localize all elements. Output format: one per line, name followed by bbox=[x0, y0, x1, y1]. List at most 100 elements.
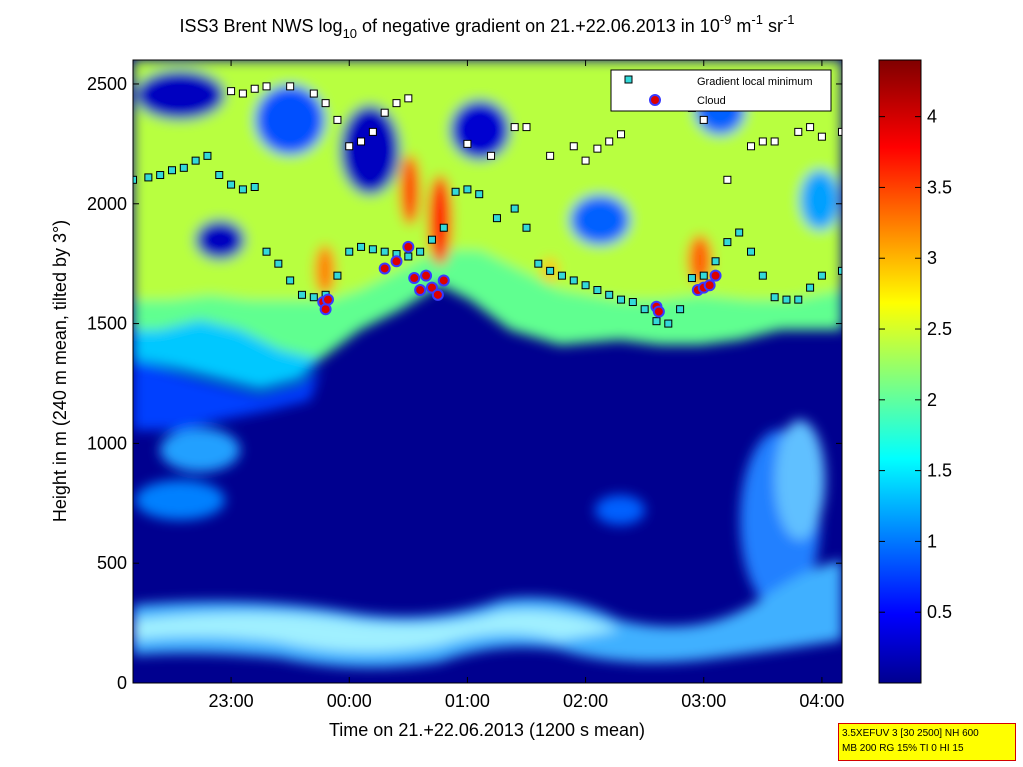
gradient-minimum-point bbox=[238, 185, 247, 194]
gradient-minimum-point bbox=[652, 317, 661, 326]
gradient-minimum-point bbox=[404, 94, 413, 103]
gradient-minimum-point bbox=[699, 115, 708, 124]
gradient-minimum-point bbox=[487, 151, 496, 160]
gradient-minimum-point bbox=[274, 259, 283, 268]
colorbar-tick-label: 4 bbox=[927, 107, 937, 127]
gradient-minimum-point bbox=[522, 123, 531, 132]
colorbar-tick-label: 2 bbox=[927, 390, 937, 410]
gradient-minimum-point bbox=[699, 271, 708, 280]
heatmap-area bbox=[133, 60, 842, 683]
gradient-minimum-point bbox=[357, 137, 366, 146]
legend-circle-icon bbox=[649, 94, 661, 106]
gradient-minimum-point bbox=[510, 123, 519, 132]
x-tick-label: 02:00 bbox=[563, 691, 608, 711]
gradient-minimum-point bbox=[215, 171, 224, 180]
gradient-minimum-point bbox=[427, 235, 436, 244]
y-tick-label: 2000 bbox=[87, 194, 127, 214]
gradient-minimum-point bbox=[522, 223, 531, 232]
cloud-point bbox=[437, 274, 450, 287]
gradient-minimum-point bbox=[747, 142, 756, 151]
cloud-point bbox=[390, 255, 403, 268]
x-axis-ticks: 23:00 00:00 01:00 02:00 03:00 04:00 bbox=[209, 60, 844, 711]
y-tick-label: 1500 bbox=[87, 314, 127, 334]
legend-entry-gradient: Gradient local minimum bbox=[697, 76, 813, 88]
colorbar-tick-label: 3 bbox=[927, 248, 937, 268]
gradient-minimum-point bbox=[238, 89, 247, 98]
gradient-minimum-point bbox=[250, 84, 259, 93]
x-axis-label: Time on 21.+22.06.2013 (1200 s mean) bbox=[329, 720, 645, 740]
gradient-minimum-point bbox=[286, 276, 295, 285]
x-tick-label: 03:00 bbox=[681, 691, 726, 711]
gradient-minimum-point bbox=[581, 156, 590, 165]
gradient-minimum-point bbox=[617, 130, 626, 139]
cloud-point bbox=[321, 293, 334, 306]
gradient-minimum-point bbox=[262, 82, 271, 91]
gradient-minimum-point bbox=[640, 305, 649, 314]
gradient-minimum-point bbox=[687, 274, 696, 283]
gradient-minimum-point bbox=[191, 156, 200, 165]
gradient-minimum-point bbox=[817, 132, 826, 141]
gradient-minimum-point bbox=[404, 252, 413, 261]
gradient-minimum-point bbox=[581, 281, 590, 290]
gradient-minimum-point bbox=[770, 293, 779, 302]
gradient-minimum-point bbox=[794, 127, 803, 136]
gradient-minimum-point bbox=[593, 144, 602, 153]
parameter-info-box: 3.5XEFUV 3 [30 2500] NH 600 MB 200 RG 15… bbox=[838, 723, 1016, 761]
x-tick-label: 00:00 bbox=[327, 691, 372, 711]
gradient-minimum-point bbox=[605, 137, 614, 146]
gradient-minimum-point bbox=[463, 185, 472, 194]
gradient-minimum-point bbox=[782, 295, 791, 304]
gradient-minimum-point bbox=[309, 89, 318, 98]
colorbar-tick-label: 1 bbox=[927, 531, 937, 551]
gradient-minimum-point bbox=[758, 137, 767, 146]
gradient-minimum-point bbox=[617, 295, 626, 304]
gradient-minimum-point bbox=[557, 271, 566, 280]
colorbar-tick-label: 3.5 bbox=[927, 177, 952, 197]
gradient-minimum-point bbox=[133, 175, 137, 184]
gradient-minimum-point bbox=[475, 190, 484, 199]
gradient-minimum-point bbox=[345, 142, 354, 151]
gradient-minimum-point bbox=[286, 82, 295, 91]
cloud-point bbox=[378, 262, 391, 275]
gradient-minimum-point bbox=[723, 175, 732, 184]
gradient-minimum-point bbox=[569, 276, 578, 285]
gradient-minimum-point bbox=[451, 187, 460, 196]
gradient-minimum-point bbox=[357, 242, 366, 251]
gradient-minimum-point bbox=[492, 214, 501, 223]
gradient-minimum-point bbox=[227, 87, 236, 96]
y-tick-label: 2500 bbox=[87, 74, 127, 94]
gradient-minimum-point bbox=[416, 247, 425, 256]
gradient-minimum-point bbox=[676, 305, 685, 314]
gradient-minimum-point bbox=[368, 127, 377, 136]
gradient-minimum-point bbox=[392, 99, 401, 108]
gradient-minimum-point bbox=[770, 137, 779, 146]
gradient-minimum-point bbox=[203, 151, 212, 160]
y-tick-label: 1000 bbox=[87, 433, 127, 453]
gradient-minimum-point bbox=[605, 290, 614, 299]
chart-title: ISS3 Brent NWS log10 of negative gradien… bbox=[179, 12, 794, 41]
gradient-minimum-point bbox=[439, 223, 448, 232]
cloud-point bbox=[703, 279, 716, 292]
gradient-minimum-point bbox=[156, 171, 165, 180]
colorbar-tick-label: 1.5 bbox=[927, 461, 952, 481]
gradient-minimum-point bbox=[593, 286, 602, 295]
gradient-minimum-point bbox=[463, 139, 472, 148]
info-line-2: MB 200 RG 15% TI 0 HI 15 bbox=[842, 743, 964, 754]
cloud-point bbox=[402, 240, 415, 253]
colorbar: 0.5 1 1.5 2 2.5 3 3.5 4 bbox=[878, 59, 952, 684]
x-tick-label: 23:00 bbox=[209, 691, 254, 711]
gradient-minimum-point bbox=[144, 173, 153, 182]
legend: Gradient local minimum Cloud bbox=[610, 69, 832, 112]
gradient-minimum-point bbox=[817, 271, 826, 280]
gradient-minimum-point bbox=[664, 319, 673, 328]
cloud-point bbox=[420, 269, 433, 282]
gradient-minimum-point bbox=[747, 247, 756, 256]
gradient-minimum-point bbox=[333, 271, 342, 280]
gradient-minimum-point bbox=[806, 123, 815, 132]
colorbar-tick-label: 2.5 bbox=[927, 319, 952, 339]
cloud-point bbox=[709, 269, 722, 282]
gradient-minimum-point bbox=[250, 182, 259, 191]
y-tick-label: 500 bbox=[97, 553, 127, 573]
gradient-minimum-point bbox=[380, 247, 389, 256]
gradient-minimum-point bbox=[333, 115, 342, 124]
